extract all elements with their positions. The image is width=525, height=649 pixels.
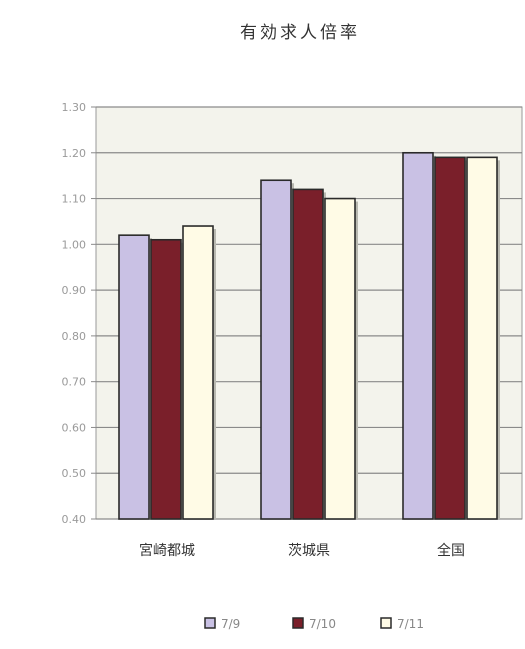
x-category-label: 茨城県 <box>288 543 330 559</box>
legend: 7/9 7/10 7/11 <box>204 617 424 631</box>
legend-swatch <box>380 617 392 629</box>
bar <box>402 151 434 520</box>
x-axis-categories: 宮崎都城 茨城県 全国 <box>139 542 465 559</box>
y-tick-label: 1.00 <box>62 238 87 251</box>
bar <box>182 225 214 520</box>
legend-swatch <box>204 617 216 629</box>
legend-swatch <box>292 617 304 629</box>
bars <box>118 151 500 520</box>
y-tick-label: 0.70 <box>62 376 87 389</box>
bar <box>150 238 182 520</box>
y-tick-label: 1.30 <box>62 101 87 114</box>
y-axis-ticks: 1.30 1.20 1.10 1.00 0.90 0.80 0.70 0.60 0.50 0.40 <box>62 101 96 526</box>
bar <box>434 156 466 520</box>
x-category-label: 全国 <box>437 542 465 559</box>
bar <box>466 156 498 520</box>
legend-label: 7/9 <box>221 617 240 631</box>
chart-title: 有効求人倍率 <box>240 23 360 43</box>
y-tick-label: 1.10 <box>62 193 87 206</box>
bar <box>118 234 150 520</box>
legend-label: 7/10 <box>309 617 336 631</box>
y-tick-label: 0.60 <box>62 421 87 434</box>
bar <box>292 188 324 520</box>
y-tick-label: 0.50 <box>62 467 87 480</box>
legend-label: 7/11 <box>397 617 424 631</box>
y-tick-label: 1.20 <box>62 147 87 160</box>
y-tick-label: 0.90 <box>62 284 87 297</box>
bar <box>260 179 292 520</box>
y-tick-label: 0.40 <box>62 513 87 526</box>
y-tick-label: 0.80 <box>62 330 87 343</box>
x-category-label: 宮崎都城 <box>139 543 195 559</box>
bar <box>324 197 356 520</box>
